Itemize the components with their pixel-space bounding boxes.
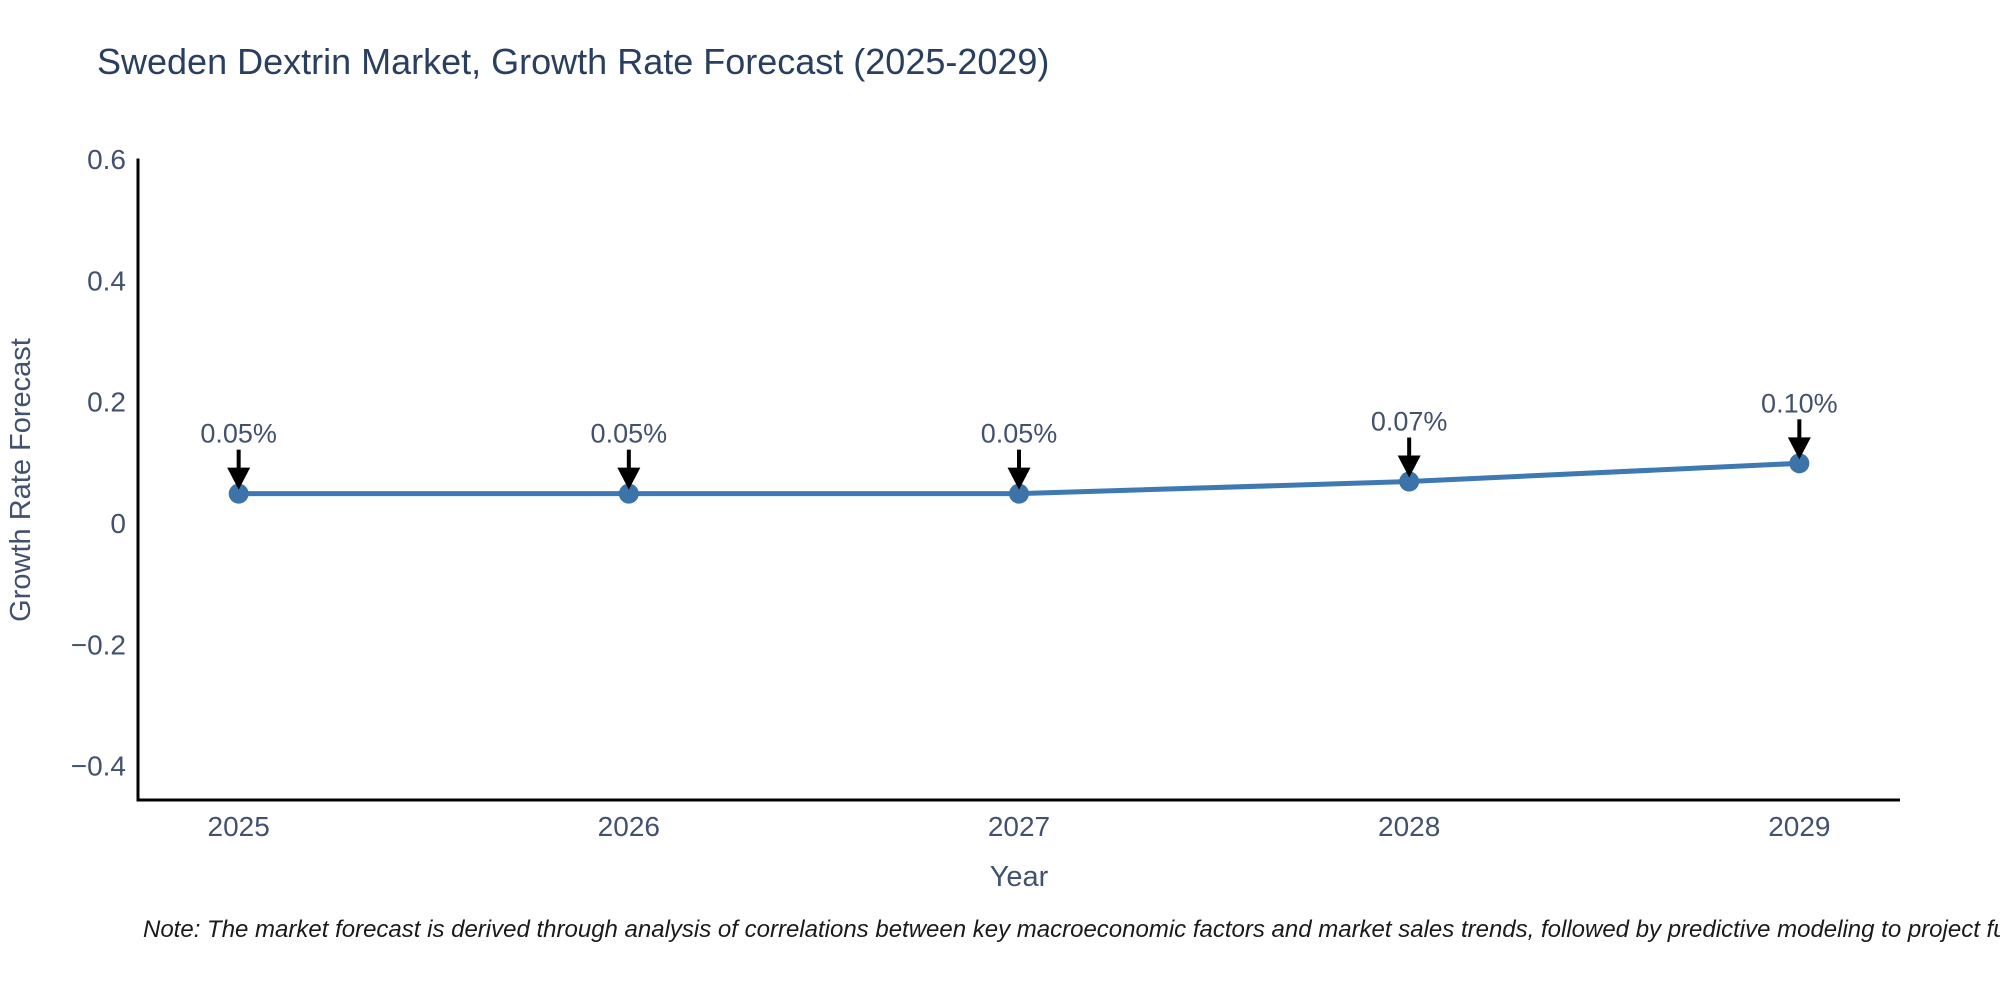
x-tick-label: 2027 <box>988 811 1050 842</box>
annotation-arrowhead <box>227 467 251 490</box>
point-value-label: 0.05% <box>200 419 277 449</box>
y-tick-label: 0.6 <box>87 144 126 175</box>
x-tick-label: 2029 <box>1768 811 1830 842</box>
y-tick-label: −0.2 <box>71 629 126 660</box>
y-tick-label: 0 <box>110 508 126 539</box>
chart-title: Sweden Dextrin Market, Growth Rate Forec… <box>97 41 1050 82</box>
data-point-marker <box>228 483 249 504</box>
y-tick-label: −0.4 <box>71 751 126 782</box>
annotation-arrowhead <box>1397 455 1421 478</box>
data-point-marker <box>1789 453 1810 474</box>
y-tick-label: 0.4 <box>87 265 126 296</box>
data-point-marker <box>1009 483 1029 504</box>
point-value-label: 0.05% <box>981 419 1058 449</box>
data-point-marker <box>1399 471 1420 492</box>
x-tick-label: 2025 <box>208 811 270 842</box>
x-tick-label: 2026 <box>598 811 660 842</box>
x-tick-label: 2028 <box>1378 811 1440 842</box>
point-value-label: 0.07% <box>1371 407 1448 437</box>
point-value-label: 0.10% <box>1761 388 1838 418</box>
y-axis-title: Growth Rate Forecast <box>5 338 37 622</box>
annotation-arrowhead <box>1007 467 1031 490</box>
annotation-arrowhead <box>617 467 641 490</box>
footnote: Note: The market forecast is derived thr… <box>143 916 2000 943</box>
data-point-marker <box>618 483 639 504</box>
annotation-arrowhead <box>1787 437 1811 460</box>
point-value-label: 0.05% <box>591 419 668 449</box>
y-tick-label: 0.2 <box>87 387 126 418</box>
x-axis-title: Year <box>990 861 1049 893</box>
